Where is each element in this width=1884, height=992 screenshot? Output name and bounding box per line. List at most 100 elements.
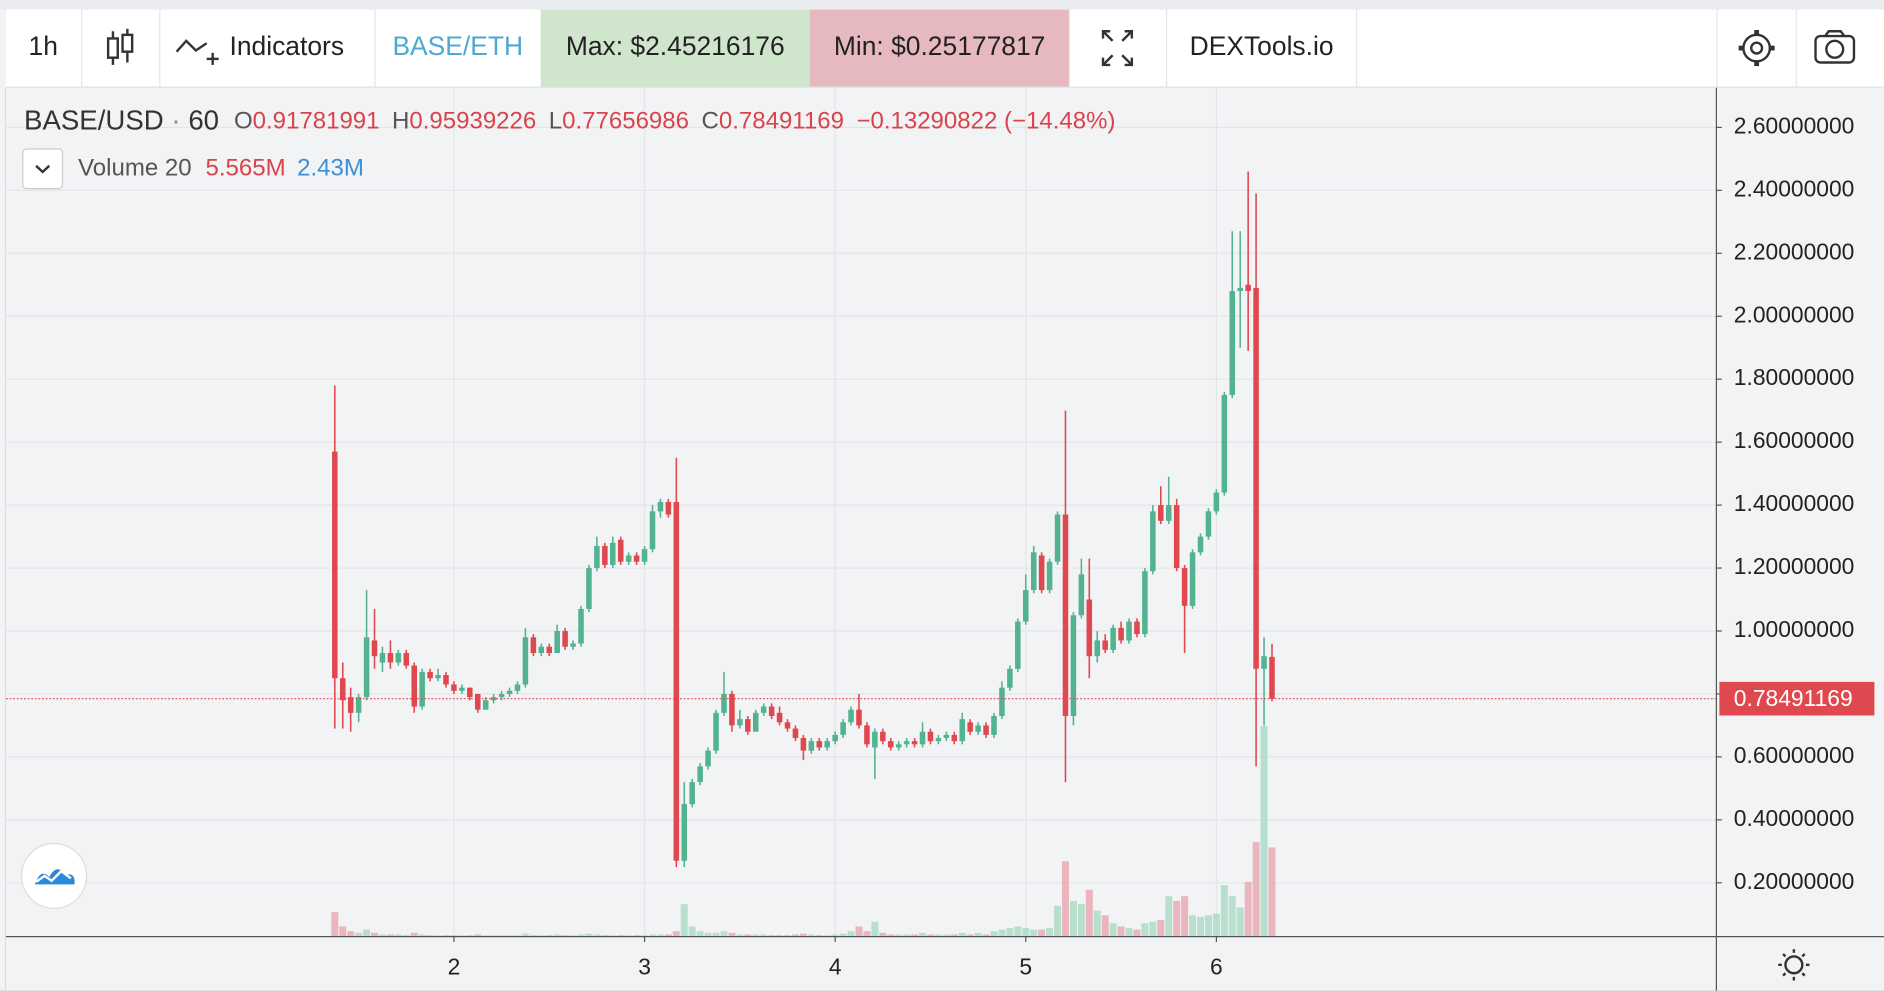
open-value: 0.91781991: [253, 108, 380, 135]
candle-body: [649, 511, 656, 550]
settings-button[interactable]: [1738, 30, 1775, 67]
min-box: [809, 9, 1070, 87]
x-tick-label: 6: [1210, 953, 1223, 979]
logo-line: [35, 869, 72, 883]
candle-body: [1229, 291, 1236, 395]
candle-body: [570, 643, 576, 647]
open-label: O: [234, 108, 253, 135]
volume-bar: [482, 935, 490, 937]
chart-type-button[interactable]: [106, 28, 134, 65]
candle-body: [1046, 561, 1053, 591]
volume-bar: [720, 931, 728, 937]
volume-bar: [784, 935, 791, 937]
volume-bar: [934, 934, 942, 937]
volume-bar: [1252, 842, 1260, 937]
separator: ·: [171, 105, 180, 136]
y-tick-label: 0.20000000: [1734, 868, 1855, 894]
low-label: L: [549, 108, 562, 135]
candle-body: [459, 687, 465, 691]
volume-bar: [418, 934, 426, 937]
volume-bar: [339, 926, 347, 937]
candle-body: [752, 712, 759, 732]
volume-bar: [982, 934, 990, 937]
indicators-button[interactable]: Indicators: [229, 31, 344, 61]
volume-bar: [1054, 905, 1062, 937]
low-value: 0.77656986: [562, 108, 689, 135]
candle-body: [498, 693, 505, 698]
volume-bar: [942, 934, 950, 937]
volume-bar: [394, 934, 402, 937]
candle-body: [602, 546, 608, 565]
candle-body: [681, 804, 688, 861]
candle-body: [1086, 599, 1093, 657]
volume-bar: [688, 926, 696, 937]
candle-body: [848, 709, 854, 723]
close-label: C: [702, 108, 719, 135]
min-price: Min: $0.25177817: [834, 31, 1046, 61]
volume-bar: [513, 935, 521, 937]
candle-body: [451, 684, 457, 691]
interval: 60: [188, 105, 219, 136]
volume-bar: [847, 931, 855, 937]
candle-body: [1205, 511, 1212, 537]
legend-toggle-icon[interactable]: [35, 164, 51, 174]
candle-body: [824, 741, 830, 748]
candle-body: [864, 725, 870, 745]
volume-bar: [609, 935, 617, 937]
x-tick-label: 3: [638, 953, 651, 979]
candle-body: [903, 741, 910, 745]
volume-legend: Volume 20 5.565M 2.43M: [78, 155, 364, 182]
candle-body: [1030, 552, 1037, 591]
volume-bar: [1101, 915, 1109, 937]
interval-button[interactable]: 1h: [29, 31, 58, 61]
candle-body: [1181, 568, 1188, 606]
candle-body: [1078, 574, 1085, 616]
volume-bar: [966, 934, 974, 937]
y-tick-label: 1.00000000: [1734, 616, 1855, 642]
candle-body: [435, 675, 441, 679]
volume-bar: [919, 932, 927, 937]
volume-bar: [1022, 928, 1030, 937]
fullscreen-button[interactable]: [1101, 30, 1134, 67]
site-link[interactable]: DEXTools.io: [1190, 31, 1334, 61]
legend-toggle[interactable]: [22, 148, 64, 190]
volume-bar: [1173, 900, 1181, 937]
candle-body: [729, 693, 735, 726]
candle-body: [1189, 552, 1196, 606]
candle-body: [1221, 394, 1228, 493]
indicators-icon[interactable]: [175, 39, 219, 65]
pair-button[interactable]: BASE/ETH: [392, 31, 523, 61]
candle-body: [482, 700, 489, 710]
candle-body: [1142, 571, 1148, 635]
y-tick-label: 2.40000000: [1734, 175, 1855, 201]
candle-body: [888, 741, 894, 748]
volume-bar: [641, 935, 649, 937]
volume-bar: [347, 931, 355, 937]
candle-body: [1253, 287, 1259, 669]
candle-body: [562, 630, 568, 647]
candle-body: [355, 697, 362, 713]
volume-bar: [736, 934, 744, 937]
volume-bar: [831, 934, 839, 937]
candle-body: [927, 731, 934, 742]
candle-body: [895, 744, 902, 748]
volume-bar: [990, 931, 998, 937]
candle-body: [673, 501, 680, 861]
volume-bar: [569, 935, 577, 937]
candle-body: [617, 539, 624, 562]
candle-body: [379, 653, 386, 663]
x-tick-label: 2: [448, 953, 461, 979]
snapshot-button[interactable]: [1814, 30, 1856, 64]
candle-body: [983, 725, 989, 735]
volume-bar: [378, 934, 386, 937]
volume-bar: [903, 934, 911, 937]
volume-bar: [1117, 926, 1125, 937]
theme-button[interactable]: [1778, 949, 1810, 981]
volume-bar: [458, 935, 466, 937]
candle-body: [403, 653, 410, 666]
volume-bar: [1006, 928, 1014, 937]
candle-body: [1094, 640, 1101, 657]
candle-body: [991, 715, 997, 735]
candle-body: [856, 709, 862, 726]
